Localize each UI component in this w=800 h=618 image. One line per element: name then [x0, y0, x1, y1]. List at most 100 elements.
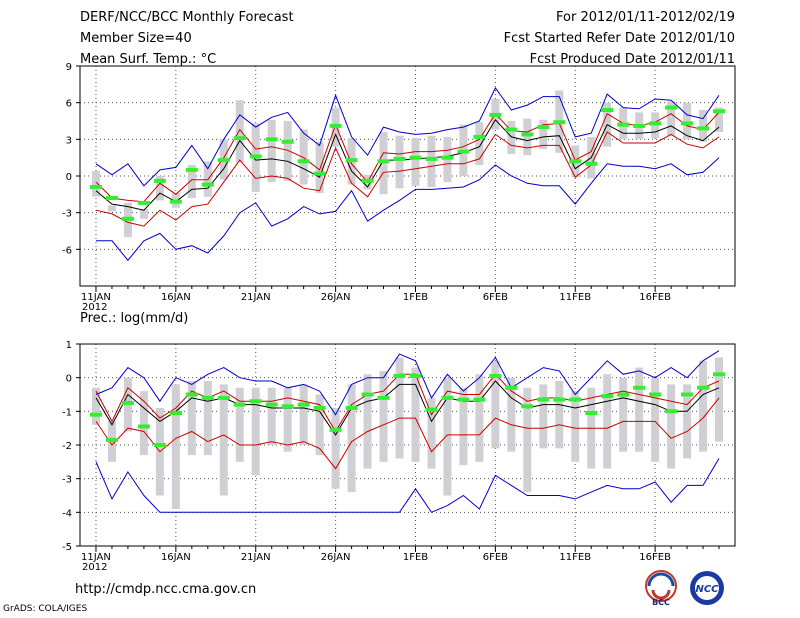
ensemble-box: [363, 374, 372, 469]
ensemble-box: [347, 384, 356, 493]
forecast-marker: [585, 411, 598, 416]
ensemble-box: [667, 384, 676, 469]
forecast-marker: [313, 405, 326, 410]
y-tick-label: -5: [62, 542, 72, 553]
ensemble-box: [299, 384, 308, 445]
ensemble-box: [219, 384, 228, 496]
ensemble-box: [395, 357, 404, 459]
forecast-marker: [473, 134, 486, 139]
chart-title: DERF/NCC/BCC Monthly Forecast: [80, 10, 294, 25]
forecast-marker: [345, 158, 358, 163]
forecast-marker: [185, 392, 198, 397]
forecast-marker: [121, 400, 134, 405]
ensemble-box: [315, 141, 324, 194]
ensemble-box: [427, 135, 436, 187]
panel-temperature: -6 -3 0 3 6 9 11JAN 16JAN 21JAN 26JAN 1FEB 6FEB 11FE…: [62, 62, 736, 313]
y-tick-label: 9: [66, 62, 72, 73]
mean-line: [95, 118, 720, 211]
forecast-marker: [569, 397, 582, 402]
ensemble-box: [395, 135, 404, 189]
forecast-marker: [169, 199, 182, 204]
forecast-marker: [441, 155, 454, 160]
header-left: DERF/NCC/BCC Monthly Forecast Member Siz…: [80, 10, 294, 73]
forecast-marker: [345, 405, 358, 410]
ensemble-box: [539, 119, 548, 150]
forecast-marker: [553, 120, 566, 125]
ensemble-box: [699, 360, 708, 452]
upper-line: [95, 373, 720, 433]
ensemble-box: [571, 391, 580, 462]
header-right: For 2012/01/11-2012/02/19 Fcst Started R…: [504, 10, 735, 73]
forecast-marker: [313, 171, 326, 176]
ensemble-box: [235, 387, 244, 462]
min-line: [95, 458, 720, 513]
forecast-marker: [233, 402, 246, 407]
forecast-marker: [553, 397, 566, 402]
y-tick-label: 3: [66, 135, 72, 146]
forecast-marker: [361, 392, 374, 397]
forecast-marker: [201, 395, 214, 400]
forecast-marker: [537, 397, 550, 402]
forecast-marker: [249, 399, 262, 404]
ensemble-box: [475, 374, 484, 462]
ensemble-box: [379, 370, 388, 462]
ensemble-box: [523, 387, 532, 493]
ensemble-box: [555, 381, 564, 449]
grads-credit: GrADS: COLA/IGES: [3, 604, 88, 614]
forecast-marker: [377, 395, 390, 400]
ensemble-box: [683, 102, 692, 140]
ensemble-box: [619, 377, 628, 452]
ensemble-box: [699, 110, 708, 142]
forecast-marker: [105, 437, 118, 442]
forecast-marker: [585, 161, 598, 166]
started-refer-date: Fcst Started Refer Date 2012/01/10: [503, 31, 735, 46]
ensemble-box: [667, 101, 676, 136]
forecast-marker: [393, 156, 406, 161]
forecast-marker: [649, 121, 662, 126]
forecast-marker: [681, 121, 694, 126]
y-tick-label: 6: [66, 99, 72, 110]
forecast-marker: [393, 373, 406, 378]
forecast-marker: [137, 424, 150, 429]
y-tick-label: -6: [62, 245, 72, 256]
ensemble-box: [235, 100, 244, 163]
ensemble-box: [155, 176, 164, 201]
forecast-marker: [217, 395, 230, 400]
forecast-marker: [457, 397, 470, 402]
forecast-marker: [441, 395, 454, 400]
forecast-marker: [265, 402, 278, 407]
year-label: 2012: [82, 562, 107, 573]
x-tick-label: 6FEB: [483, 292, 508, 303]
ensemble-box: [331, 407, 340, 489]
max-line: [95, 87, 720, 187]
ensemble-box: [507, 121, 516, 154]
ensemble-box: [715, 357, 724, 442]
forecast-marker: [137, 200, 150, 205]
forecast-marker: [121, 216, 134, 221]
forecast-marker: [153, 443, 166, 447]
y-tick-label: 0: [66, 172, 72, 183]
footer-url[interactable]: http://cmdp.ncc.cma.gov.cn: [75, 582, 257, 597]
forecast-marker: [713, 109, 726, 114]
y-tick-label: 1: [66, 340, 72, 351]
forecast-marker: [89, 185, 102, 189]
ensemble-box: [91, 171, 100, 197]
forecast-marker: [377, 159, 390, 164]
ensemble-box: [107, 205, 116, 212]
forecast-marker: [329, 123, 342, 128]
forecast-marker: [633, 123, 646, 128]
ensemble-box: [411, 138, 420, 186]
forecast-marker: [489, 373, 502, 378]
lower-line: [95, 397, 720, 470]
ensemble-box: [187, 165, 196, 198]
forecast-marker: [601, 394, 614, 399]
forecast-marker: [409, 373, 422, 378]
ensemble-box: [715, 107, 724, 132]
ensemble-box: [683, 384, 692, 459]
x-tick-label: 1FEB: [403, 552, 428, 563]
y-tick-label: -3: [62, 209, 72, 220]
ensemble-box: [139, 391, 148, 456]
precip-title: Prec.: log(mm/d): [80, 311, 188, 326]
forecast-marker: [521, 132, 534, 137]
